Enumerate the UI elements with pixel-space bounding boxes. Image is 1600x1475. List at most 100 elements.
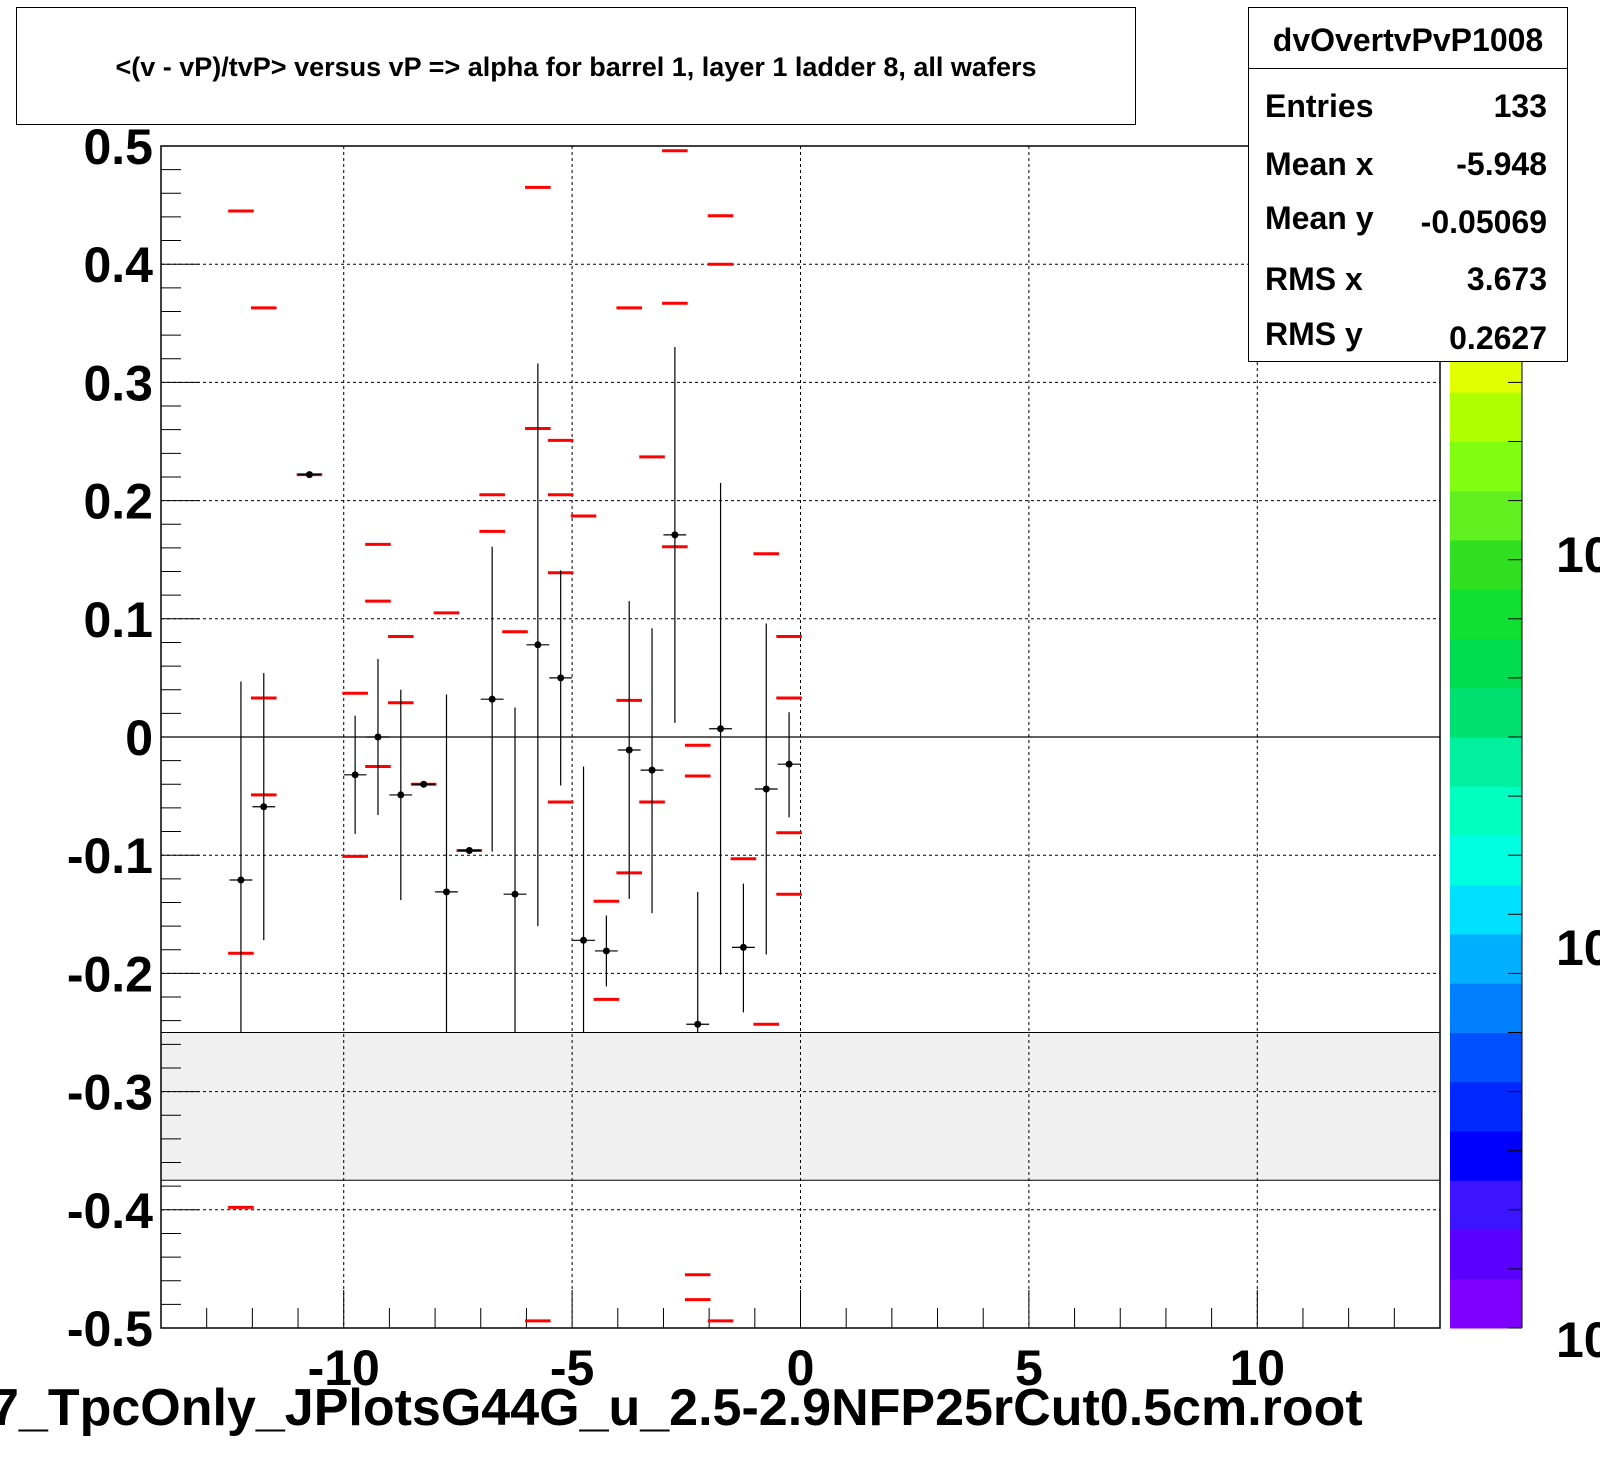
profile-points [229,346,801,1033]
stat-rms-y-value: 0.2627 [1449,320,1547,356]
data-marker [511,890,519,898]
palette-cell [1450,589,1522,639]
data-marker [557,674,565,682]
data-marker [488,695,496,703]
profile-point [343,715,367,834]
palette-cell [1450,835,1522,886]
data-marker [625,746,633,754]
palette-cell [1450,1032,1522,1083]
x-tick-labels: -10 -5 0 5 10 [308,1340,1286,1396]
data-marker [374,733,382,741]
stat-rms-x-value: 3.673 [1466,261,1547,297]
palette-cell [1450,1081,1522,1132]
palette-label: 10 [1556,527,1600,583]
data-marker [465,846,473,854]
palette-cell [1450,441,1522,492]
profile-point [298,471,321,479]
x-tick-label: 5 [1015,1340,1043,1396]
data-marker [602,947,610,955]
title-box: <(v - vP)/tvP> versus vP => alpha for ba… [16,7,1136,125]
palette-cell [1450,737,1522,787]
palette-cell [1450,638,1522,689]
profile-point [754,623,778,955]
profile-point [640,628,664,914]
stat-mean-y-value: -0.05069 [1420,204,1547,240]
y-tick-label: 0.4 [83,237,153,293]
x-tick-label: 10 [1229,1340,1285,1396]
palette-cell [1450,687,1522,738]
profile-point [709,482,732,975]
stat-mean-x-label: Mean x [1265,146,1374,182]
profile-point [617,601,641,899]
data-marker [694,1020,702,1028]
palette-cell [1450,1131,1522,1181]
data-marker [397,791,405,799]
y-tick-label: -0.5 [67,1301,153,1357]
data-marker [534,641,542,649]
data-marker [671,531,679,539]
stat-mean-y-label: Mean y [1265,200,1374,236]
data-marker [785,760,793,768]
profile-point [549,570,573,786]
y-tick-label: 0 [125,710,153,766]
stats-box: dvOvertvPvP1008 Entries 133 Mean x -5.94… [1248,7,1568,362]
profile-point [366,658,390,816]
palette-cell [1450,884,1522,935]
profile-point [686,891,710,1033]
profile-point [572,766,595,1033]
data-marker [420,780,428,788]
y-tick-label: -0.3 [67,1065,153,1121]
y-tick-label: -0.1 [67,828,153,884]
stat-mean-x-value: -5.948 [1456,146,1547,182]
profile-point [594,915,618,987]
profile-point [777,712,801,818]
profile-point [503,707,527,1033]
profile-point [389,689,413,901]
palette-cell [1450,490,1522,541]
stat-rms-x-label: RMS x [1265,261,1363,297]
data-marker [739,943,747,951]
y-tick-label: 0.2 [83,474,153,530]
palette-cell [1450,983,1522,1033]
profile-point [526,363,550,927]
stat-rms-y-label: RMS y [1265,316,1363,352]
y-tick-label: 0.5 [83,119,153,175]
x-tick-label: 0 [787,1340,815,1396]
palette-label: 10 [1556,920,1600,976]
y-tick-label: -0.2 [67,946,153,1002]
palette-label: 10 [1556,1312,1600,1368]
axis-ticks [160,145,1441,1329]
profile-point [480,546,504,852]
x-tick-label: -10 [308,1340,380,1396]
profile-point [435,694,458,1033]
chart-title: <(v - vP)/tvP> versus vP => alpha for ba… [115,52,1037,82]
y-tick-label: 0.3 [83,355,153,411]
data-marker [260,803,268,811]
palette-cell [1450,1278,1522,1329]
stat-entries-value: 133 [1493,88,1547,124]
stats-separator [1249,68,1567,69]
palette-cell [1450,934,1522,984]
x-tick-label: -5 [550,1340,594,1396]
profile-point [663,346,687,723]
data-marker [305,471,313,479]
palette-cell [1450,786,1522,836]
palette-cell [1450,1180,1522,1230]
data-marker [648,766,656,774]
data-marker [717,725,725,733]
palette-cell [1450,540,1522,590]
data-marker [351,771,359,779]
y-tick-label: 0.1 [83,592,153,648]
stats-name: dvOvertvPvP1008 [1272,22,1544,58]
profile-point [252,673,276,941]
data-marker [762,785,770,793]
data-marker [580,936,588,944]
palette-cell [1450,1229,1522,1280]
profile-point [412,780,436,788]
stat-entries-label: Entries [1265,88,1374,124]
profile-point [731,883,755,1013]
data-marker [442,888,450,896]
profile-point [229,681,253,1033]
profile-point [457,846,481,854]
